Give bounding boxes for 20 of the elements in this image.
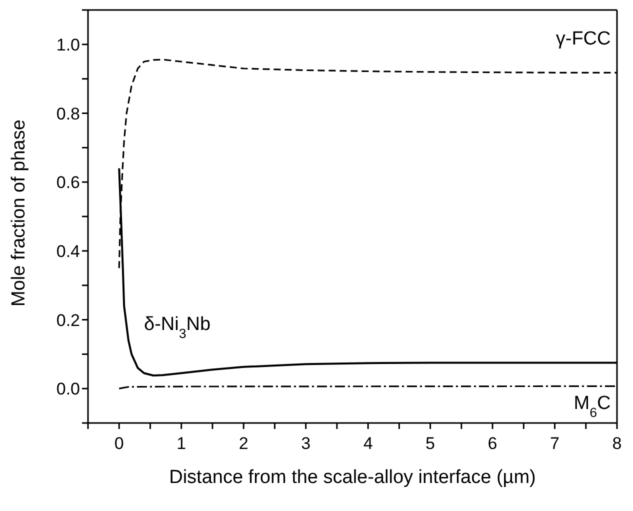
x-tick-label: 0 bbox=[114, 434, 124, 453]
y-tick-label: 0.2 bbox=[56, 310, 80, 330]
y-tick-label: 0.4 bbox=[56, 242, 80, 261]
x-tick-label: 3 bbox=[301, 434, 311, 453]
x-tick-label: 1 bbox=[176, 434, 186, 453]
x-tick-label: 7 bbox=[550, 434, 560, 453]
y-tick-label: 0.0 bbox=[56, 380, 80, 399]
y-axis-title: Mole fraction of phase bbox=[8, 120, 30, 306]
series-label: M$_{6}$C bbox=[574, 393, 611, 420]
x-tick-label: 8 bbox=[612, 434, 622, 453]
x-tick-label: 6 bbox=[488, 434, 498, 453]
x-tick-label: 5 bbox=[426, 434, 436, 453]
x-tick-label: 2 bbox=[238, 434, 248, 453]
x-axis-title: Distance from the scale-alloy interface (µm) bbox=[169, 467, 536, 488]
series-label: δ-Ni$_{3}$Nb bbox=[144, 314, 211, 341]
series-label: γ-FCC bbox=[556, 28, 611, 50]
y-tick-label: 1.0 bbox=[56, 35, 80, 54]
y-tick-label: 0.8 bbox=[56, 104, 80, 124]
y-tick-label: 0.6 bbox=[56, 173, 80, 192]
x-tick-label: 4 bbox=[363, 434, 373, 453]
